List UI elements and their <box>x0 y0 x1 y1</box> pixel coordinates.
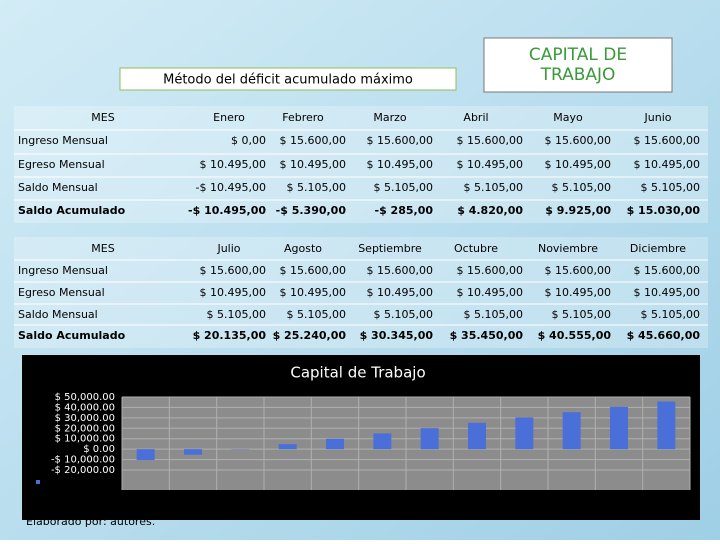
cell: $ 10.495,00 <box>200 286 266 299</box>
row-label: Egreso Mensual <box>18 158 105 171</box>
row-label: Saldo Acumulado <box>18 329 126 342</box>
cell: $ 10.495,00 <box>457 158 523 171</box>
cell: $ 15.600,00 <box>634 134 700 147</box>
cell: $ 5.105,00 <box>552 308 611 321</box>
column-header: Septiembre <box>358 242 422 255</box>
cell: $ 10.495,00 <box>200 158 266 171</box>
cell: $ 5.105,00 <box>374 181 433 194</box>
bar <box>657 402 675 450</box>
cell: $ 15.600,00 <box>457 264 523 277</box>
y-tick-label: $ 30,000.00 <box>55 413 115 424</box>
cell: $ 25.240,00 <box>273 329 347 342</box>
column-header: Julio <box>216 242 240 255</box>
cell: $ 20.135,00 <box>193 329 267 342</box>
cell: $ 35.450,00 <box>450 329 524 342</box>
legend-key <box>36 480 40 484</box>
y-tick-label: -$ 20,000.00 <box>51 465 115 476</box>
cell: $ 15.600,00 <box>200 264 266 277</box>
cell: $ 5.105,00 <box>287 308 346 321</box>
y-tick-label: $ 10,000.00 <box>55 434 115 445</box>
bar <box>563 412 581 449</box>
cell: -$ 5.390,00 <box>276 204 347 217</box>
row-label: Saldo Acumulado <box>18 204 126 217</box>
cell: $ 15.030,00 <box>627 204 701 217</box>
cell: $ 5.105,00 <box>287 181 346 194</box>
cell: $ 10.495,00 <box>634 158 700 171</box>
cell: $ 10.495,00 <box>457 286 523 299</box>
bar <box>468 423 486 449</box>
cell: $ 45.660,00 <box>627 329 701 342</box>
row-label: Saldo Mensual <box>18 181 98 194</box>
bar <box>184 449 202 455</box>
bar <box>279 444 297 449</box>
column-header: Febrero <box>282 111 324 124</box>
cell: $ 15.600,00 <box>367 134 433 147</box>
column-header: Junio <box>644 111 672 124</box>
cell: $ 15.600,00 <box>367 264 433 277</box>
column-header: MES <box>91 111 114 124</box>
cell: $ 5.105,00 <box>552 181 611 194</box>
column-header: Marzo <box>373 111 407 124</box>
row-label: Ingreso Mensual <box>18 264 108 277</box>
row-label: Saldo Mensual <box>18 308 98 321</box>
cell: $ 10.495,00 <box>545 158 611 171</box>
cell: $ 10.495,00 <box>367 158 433 171</box>
y-tick-label: $ 0.00 <box>83 444 115 455</box>
cell: $ 9.925,00 <box>545 204 611 217</box>
cell: $ 5.105,00 <box>464 181 523 194</box>
column-header: Enero <box>213 111 245 124</box>
cell: $ 5.105,00 <box>641 308 700 321</box>
column-header: Agosto <box>284 242 322 255</box>
cell: $ 5.105,00 <box>464 308 523 321</box>
column-header: Octubre <box>454 242 498 255</box>
cell: $ 30.345,00 <box>360 329 434 342</box>
y-tick-label: $ 20,000.00 <box>55 423 115 434</box>
footer: Elaborado por: autores. <box>26 515 155 528</box>
cell: $ 5.105,00 <box>374 308 433 321</box>
subtitle: Método del déficit acumulado máximo <box>163 73 413 88</box>
bar <box>326 439 344 449</box>
cell: $ 15.600,00 <box>280 264 346 277</box>
chart-title: Capital de Trabajo <box>290 364 425 382</box>
bar <box>373 433 391 449</box>
cell: $ 0,00 <box>231 134 266 147</box>
cell: $ 5.105,00 <box>207 308 266 321</box>
cell: $ 15.600,00 <box>545 134 611 147</box>
cell: $ 15.600,00 <box>280 134 346 147</box>
cell: -$ 10.495,00 <box>196 181 266 194</box>
column-header: Noviembre <box>538 242 598 255</box>
row-label: Egreso Mensual <box>18 286 105 299</box>
column-header: Diciembre <box>630 242 686 255</box>
cell: $ 10.495,00 <box>280 158 346 171</box>
y-tick-label: -$ 10,000.00 <box>51 455 115 466</box>
cell: $ 5.105,00 <box>641 181 700 194</box>
cell: $ 10.495,00 <box>634 286 700 299</box>
row-label: Ingreso Mensual <box>18 134 108 147</box>
bar <box>610 407 628 449</box>
column-header: Abril <box>463 111 488 124</box>
cell: -$ 285,00 <box>375 204 434 217</box>
cell: $ 15.600,00 <box>457 134 523 147</box>
bar <box>515 417 533 449</box>
cell: $ 15.600,00 <box>545 264 611 277</box>
cell: $ 4.820,00 <box>457 204 523 217</box>
column-header: MES <box>91 242 114 255</box>
cell: $ 15.600,00 <box>634 264 700 277</box>
cell: $ 10.495,00 <box>280 286 346 299</box>
bar <box>421 428 439 449</box>
y-tick-label: $ 40,000.00 <box>55 402 115 413</box>
cell: -$ 10.495,00 <box>188 204 266 217</box>
y-tick-label: $ 50,000.00 <box>55 392 115 403</box>
bar <box>137 449 155 460</box>
cell: $ 40.555,00 <box>538 329 612 342</box>
cell: $ 10.495,00 <box>367 286 433 299</box>
column-header: Mayo <box>553 111 583 124</box>
cell: $ 10.495,00 <box>545 286 611 299</box>
